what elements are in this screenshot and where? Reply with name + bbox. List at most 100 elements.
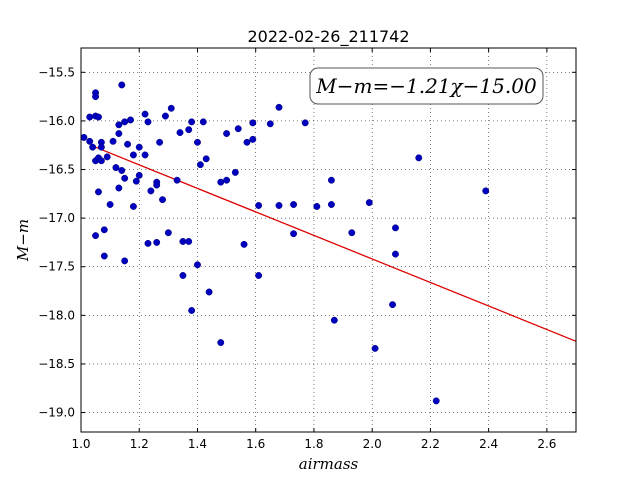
data-point	[167, 104, 175, 112]
data-point	[185, 238, 193, 245]
data-point	[255, 202, 263, 209]
data-point	[217, 339, 225, 347]
data-point	[179, 272, 187, 279]
data-point	[95, 188, 102, 196]
data-point	[199, 118, 207, 126]
data-point	[156, 138, 164, 146]
fit-equation-box	[309, 67, 544, 105]
data-point	[115, 121, 123, 129]
data-point	[327, 201, 335, 208]
data-point	[100, 252, 108, 260]
data-point	[327, 176, 335, 184]
data-point	[161, 112, 169, 120]
y-axis-ticks: −15.5 −16.0 −16.5 −17.0 −17.5 −18.0 −18.5 −19.0	[38, 65, 576, 420]
data-point	[100, 226, 108, 234]
data-point	[249, 119, 257, 127]
y-tick-label: −16.0	[38, 114, 75, 128]
data-point	[249, 135, 257, 143]
data-point	[275, 103, 283, 111]
y-tick-label: −15.5	[38, 65, 75, 79]
data-point	[153, 238, 161, 246]
data-point	[371, 344, 379, 352]
data-point	[129, 151, 137, 159]
x-tick-label: 1.4	[188, 437, 207, 451]
x-tick-label: 1.8	[304, 437, 323, 451]
data-point	[121, 257, 129, 265]
data-point	[106, 201, 114, 208]
data-point	[147, 187, 155, 195]
data-point	[141, 151, 149, 159]
x-tick-label: 2.0	[363, 437, 382, 451]
data-point	[97, 157, 105, 165]
data-point	[118, 167, 126, 174]
data-point	[234, 125, 242, 133]
data-point	[415, 154, 423, 162]
data-point	[159, 196, 166, 204]
data-point	[392, 224, 399, 232]
data-point	[164, 229, 172, 237]
data-point	[275, 202, 283, 209]
data-point	[290, 230, 298, 238]
x-tick-label: 2.6	[537, 437, 556, 451]
x-tick-label: 1.6	[246, 437, 265, 451]
data-point	[86, 113, 94, 121]
data-point	[132, 177, 140, 185]
x-tick-label: 1.2	[130, 437, 149, 451]
data-point	[127, 116, 134, 124]
data-point	[153, 181, 161, 189]
data-point	[135, 143, 143, 151]
data-point	[202, 155, 210, 163]
data-point	[313, 203, 321, 210]
data-point	[144, 118, 152, 126]
y-tick-label: −16.5	[38, 163, 75, 177]
data-point	[290, 201, 298, 208]
data-point	[348, 229, 356, 237]
x-axis-ticks: 1.0 1.2 1.4 1.6 1.8 2.0 2.2 2.4 2.6	[71, 48, 556, 451]
data-point	[92, 232, 100, 240]
data-point	[185, 126, 193, 134]
y-tick-label: −18.0	[38, 308, 75, 322]
y-tick-label: −17.5	[38, 260, 75, 274]
data-point	[112, 164, 120, 172]
data-point	[240, 240, 248, 248]
x-tick-label: 2.4	[479, 437, 498, 451]
data-point	[196, 161, 204, 169]
data-point	[330, 316, 338, 324]
data-point	[124, 140, 132, 148]
data-point	[223, 130, 231, 137]
data-point	[179, 238, 187, 245]
data-point	[97, 143, 105, 151]
data-point	[109, 137, 117, 145]
data-point	[129, 203, 137, 210]
data-point	[217, 178, 225, 186]
data-point	[231, 168, 239, 176]
data-point	[115, 130, 123, 137]
data-point	[176, 129, 184, 137]
data-point	[392, 250, 399, 258]
data-point	[255, 272, 263, 279]
data-point	[144, 239, 152, 247]
data-point	[95, 113, 102, 121]
chart-title: 2022-02-26_211742	[247, 27, 409, 47]
y-tick-label: −18.5	[38, 357, 75, 371]
plot-frame	[80, 47, 577, 433]
data-point	[135, 171, 143, 179]
data-point	[243, 138, 251, 146]
data-point	[194, 261, 201, 269]
data-point	[223, 176, 231, 184]
grid-lines	[80, 48, 576, 432]
data-point	[121, 174, 129, 182]
data-point	[80, 133, 88, 141]
y-axis-label: M−m	[14, 219, 32, 262]
data-point	[173, 176, 181, 184]
data-point	[205, 288, 213, 296]
fit-equation-text: M−m=−1.21χ−15.00	[315, 74, 537, 98]
data-points	[80, 81, 490, 405]
data-point	[432, 397, 440, 405]
data-point	[365, 199, 373, 207]
data-point	[482, 187, 490, 195]
x-tick-label: 1.0	[71, 437, 90, 451]
data-point	[103, 153, 111, 161]
data-point	[89, 143, 97, 151]
